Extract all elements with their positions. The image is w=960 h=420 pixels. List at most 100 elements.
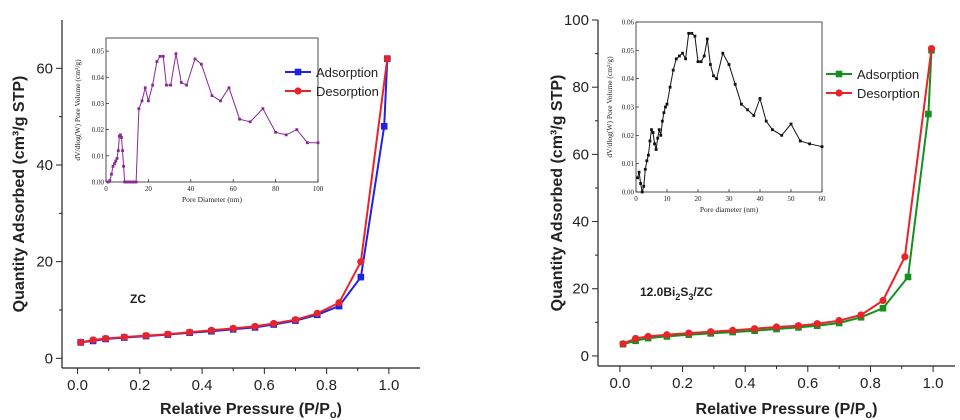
chart-1-inset-point — [647, 153, 650, 157]
chart-1-inset-y-tick-label: 0.01 — [622, 160, 635, 168]
chart-1-desorption-point — [663, 331, 671, 339]
chart-1-adsorption-point — [925, 110, 932, 118]
chart-0-inset-point — [110, 172, 113, 176]
chart-1-x-axis-title-sub: o — [865, 409, 872, 420]
chart-1-inset-x-tick-label: 0 — [634, 195, 638, 203]
chart-0-x-tick-label: 0.2 — [129, 377, 150, 394]
chart-1-inset-point — [780, 133, 784, 137]
chart-0-y-tick-label: 60 — [36, 60, 53, 77]
chart-1-legend-label: Adsorption — [857, 67, 919, 82]
chart-1-inset-point — [696, 60, 700, 64]
chart-1-desorption-point — [901, 253, 909, 261]
chart-1-y-tick-label: 20 — [572, 281, 589, 298]
chart-1-x-axis-title-main: Relative Pressure (P/P — [696, 401, 866, 418]
chart-1-desorption-point — [729, 326, 737, 334]
chart-0-x-tick-label: 0.8 — [316, 377, 337, 394]
chart-1-inset-point — [709, 63, 712, 66]
chart-1-inset-point — [678, 54, 681, 58]
chart-1-y-tick-label: 0 — [581, 348, 589, 365]
chart-1-sample-label-part: 2 — [675, 292, 680, 302]
chart-0-inset-point — [116, 149, 120, 152]
chart-0-desorption-point — [186, 328, 194, 336]
chart-1-desorption-point — [619, 340, 627, 348]
chart-0-inset: 0 20 40 60 80 100 0.00 0.01 0.02 0.03 0.04 0.05 Pore… — [73, 37, 324, 204]
chart-1-desorption-point — [644, 332, 652, 341]
chart-1-inset-point — [752, 114, 756, 117]
chart-1-inset-x-tick-label: 60 — [819, 195, 827, 203]
chart-0-legend: Adsorption Desorption — [285, 65, 379, 99]
chart-0-inset-y-tick-label: 0.05 — [92, 48, 105, 56]
chart-0-inset-frame — [105, 37, 319, 183]
chart-0-desorption-point — [164, 330, 172, 338]
chart-0-inset-point — [108, 179, 112, 183]
chart-0-inset-point — [147, 99, 150, 103]
chart-0-inset-point — [284, 133, 288, 137]
chart-0-adsorption-point — [380, 123, 388, 130]
chart-1-desorption-point — [685, 329, 693, 337]
chart-0-desorption-point — [357, 258, 365, 266]
chart-1-adsorption-point — [879, 304, 887, 312]
chart-0-inset-point — [119, 133, 122, 137]
chart-0-x-tick-label: 0.0 — [67, 377, 88, 394]
chart-1-inset-y-tick-label: 0.06 — [622, 19, 635, 27]
chart-0-inset-point — [193, 57, 197, 61]
chart-0-inset-line — [107, 53, 318, 183]
chart-1-inset-point — [764, 119, 768, 123]
chart-1-inset-point — [721, 51, 725, 55]
chart-1-inset-point — [656, 136, 660, 140]
chart-0-inset-point — [248, 120, 252, 124]
chart-1-inset-point — [798, 139, 802, 143]
chart-1-y-tick-label: 80 — [572, 79, 589, 96]
chart-1-y-tick-label: 40 — [572, 214, 589, 231]
chart-0-inset-point — [106, 180, 110, 184]
chart-1-inset-point — [657, 128, 661, 132]
chart-1-x-tick-label: 0.6 — [797, 375, 818, 392]
chart-0-inset-point — [306, 141, 309, 145]
chart-0-inset-point — [143, 86, 147, 90]
chart-0-inset-y-tick-label: 0.04 — [92, 74, 105, 82]
chart-0-inset-point — [274, 130, 277, 134]
chart-1-inset-point — [687, 31, 691, 35]
chart-0-inset-x-tick-label: 80 — [272, 185, 280, 193]
chart-0-x-axis-title-main: Relative Pressure (P/P — [160, 401, 330, 418]
chart-0-inset-point — [115, 157, 119, 160]
chart-0-inset-point — [111, 164, 115, 168]
chart-1-legend-label: Desorption — [857, 86, 920, 101]
chart-1-inset: 0 10 20 30 40 50 60 0.00 0.01 0.02 0.03 0.04 0.05 0.0… — [605, 19, 826, 215]
chart-1-desorption-point — [631, 334, 640, 343]
chart-0-inset-point — [295, 128, 299, 132]
chart-1-legend-marker — [835, 70, 843, 78]
chart-1-legend: Adsorption Desorption — [826, 67, 920, 101]
chart-0-inset-y-tick-label: 0.01 — [92, 152, 105, 160]
chart-1-inset-point — [671, 68, 675, 72]
chart-0-inset-point — [227, 86, 231, 90]
chart-0-inset-point — [238, 117, 241, 121]
chart-1-inset-point — [758, 97, 762, 100]
chart-1-x-tick-label: 0.0 — [609, 375, 630, 392]
chart-1-desorption-point — [794, 322, 803, 330]
chart-0-legend-marker — [294, 68, 302, 76]
chart-1-inset-x-tick-label: 20 — [695, 195, 703, 203]
chart-1-inset-frame — [635, 21, 823, 193]
chart-1-inset-point — [665, 102, 669, 106]
chart-1-inset-point — [712, 74, 715, 78]
chart-1-inset-x-title: Pore diameter (nm) — [700, 205, 759, 214]
chart-1-inset-x-tick-label: 40 — [757, 195, 765, 203]
chart-0-inset-point — [114, 159, 118, 163]
chart-0-x-axis-title: Relative Pressure (P/Po) — [160, 401, 342, 420]
chart-0-inset-point — [161, 54, 165, 58]
chart-0-inset-point — [261, 107, 265, 111]
chart-0-y-axis-title: Quantity Adsorbed (cm³/g STP) — [11, 76, 28, 313]
chart-0-desorption-point — [291, 316, 300, 324]
chart-0-inset-point — [133, 180, 137, 184]
chart-0-legend-label: Adsorption — [316, 65, 378, 80]
chart-0-desorption-point — [207, 326, 216, 334]
chart-1-inset-point — [660, 119, 664, 123]
chart-1-inset-point — [664, 105, 667, 109]
chart-1-sample-label-part: 3 — [688, 292, 693, 302]
chart-1-inset-point — [690, 31, 694, 35]
chart-1-sample-label-part: S — [680, 285, 688, 299]
chart-0-inset-point — [151, 83, 155, 87]
chart-0-inset-y-tick-label: 0.02 — [92, 126, 105, 134]
